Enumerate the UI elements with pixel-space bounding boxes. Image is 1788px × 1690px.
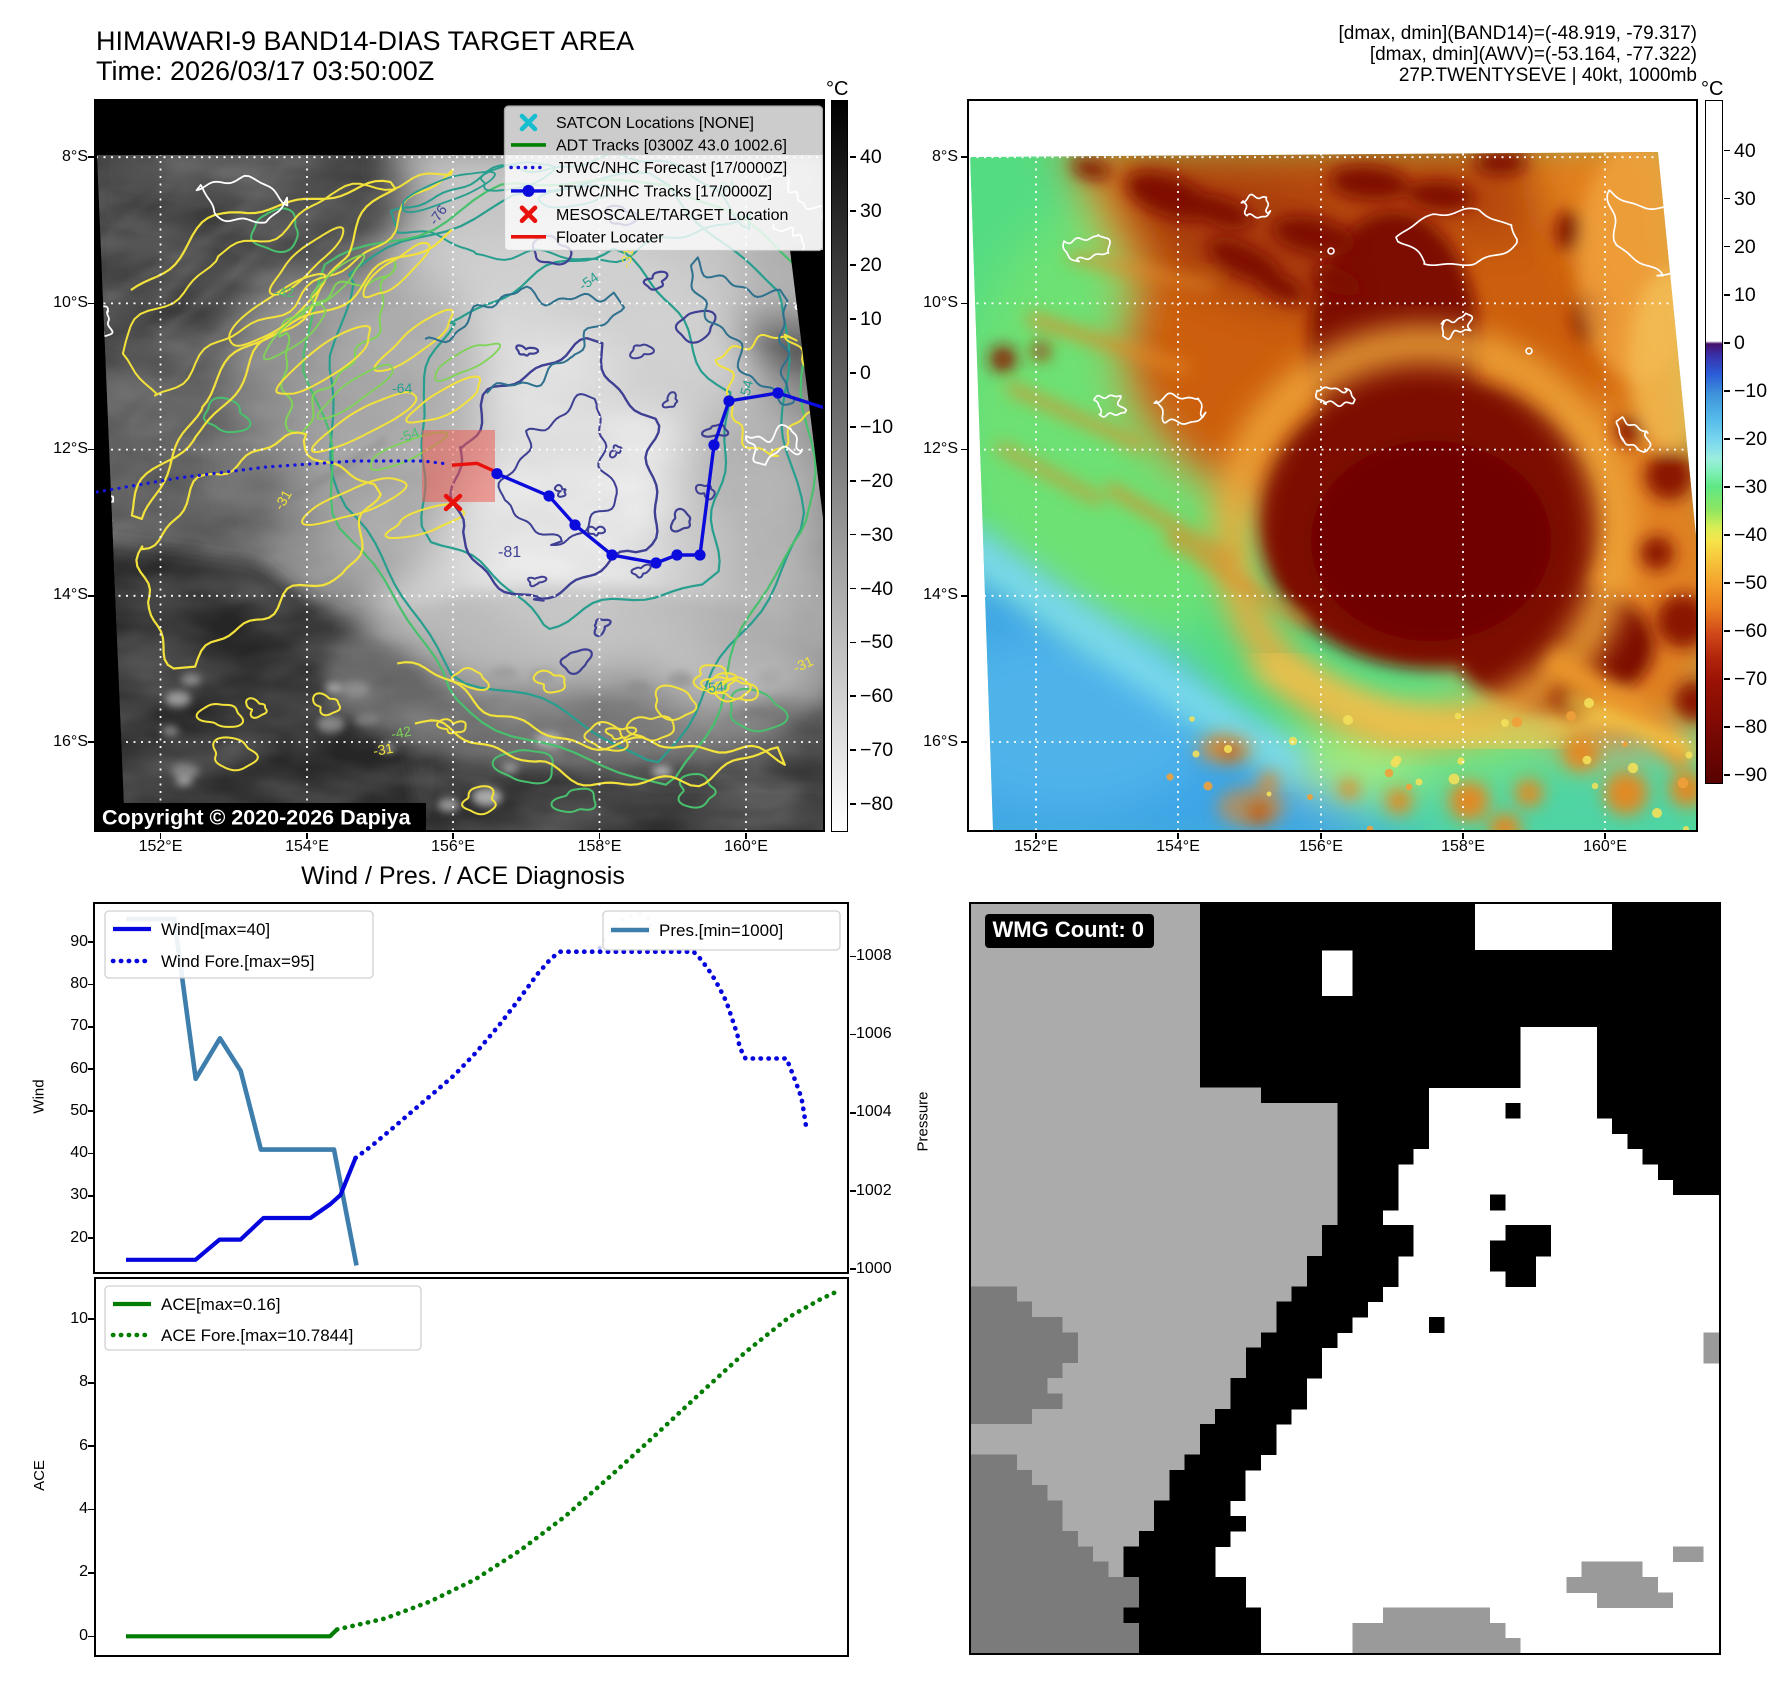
svg-text:ACE[max=0.16]: ACE[max=0.16]: [161, 1295, 281, 1314]
svg-text:-54: -54: [396, 423, 421, 445]
svg-text:-42: -42: [389, 722, 412, 741]
svg-text:-42: -42: [274, 284, 294, 300]
svg-text:Copyright © 2020-2026 Dapiya: Copyright © 2020-2026 Dapiya: [102, 805, 412, 829]
svg-text:-81: -81: [498, 544, 521, 561]
svg-text:-54: -54: [702, 678, 724, 696]
svg-text:ADT Tracks [0300Z 43.0 1002.6]: ADT Tracks [0300Z 43.0 1002.6]: [556, 137, 787, 154]
svg-text:Wind Fore.[max=95]: Wind Fore.[max=95]: [161, 952, 315, 971]
svg-text:-64: -64: [392, 380, 412, 396]
svg-text:JTWC/NHC Tracks [17/0000Z]: JTWC/NHC Tracks [17/0000Z]: [556, 183, 772, 200]
svg-text:-31: -31: [617, 246, 636, 269]
svg-text:SATCON Locations [NONE]: SATCON Locations [NONE]: [556, 115, 754, 132]
svg-text:-31: -31: [790, 652, 815, 675]
svg-text:JTWC/NHC Forecast [17/0000Z]: JTWC/NHC Forecast [17/0000Z]: [556, 160, 787, 177]
svg-text:ACE Fore.[max=10.7844]: ACE Fore.[max=10.7844]: [161, 1326, 353, 1345]
svg-text:Wind[max=40]: Wind[max=40]: [161, 920, 270, 939]
svg-text:MESOSCALE/TARGET Location: MESOSCALE/TARGET Location: [556, 206, 788, 223]
svg-text:Pres.[min=1000]: Pres.[min=1000]: [659, 921, 783, 940]
svg-text:-31: -31: [371, 739, 394, 758]
svg-text:Floater Locater: Floater Locater: [556, 229, 664, 246]
